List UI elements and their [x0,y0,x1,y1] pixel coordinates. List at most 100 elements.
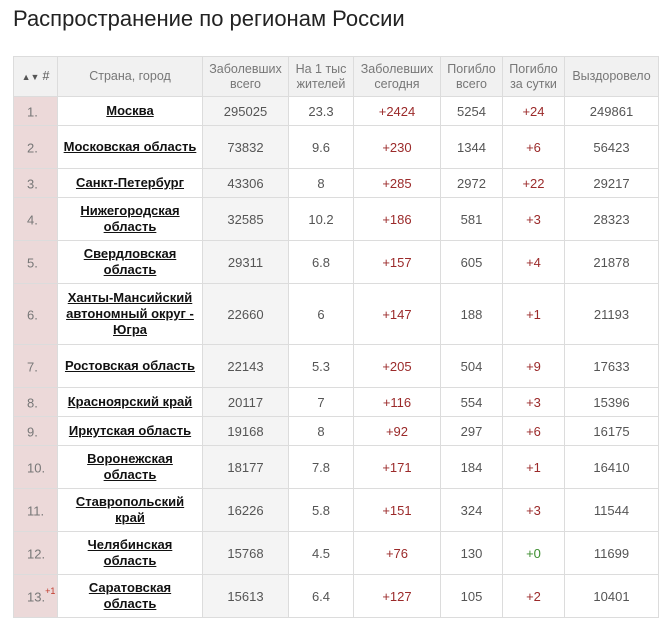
rank-number: 9. [27,424,38,440]
column-header-today[interactable]: Заболевших сегодня [353,56,441,97]
region-cell: Московская область [57,125,203,169]
deaths-day-cell: +3 [502,197,565,241]
rank-number: 11. [27,503,45,519]
region-link[interactable]: Красноярский край [67,394,193,409]
region-link[interactable]: Ставропольский край [75,494,185,525]
today-cell: +116 [353,387,441,417]
region-cell: Свердловская область [57,240,203,284]
cases-cell: 15768 [202,531,289,575]
recovered-cell: 11699 [564,531,659,575]
table-header-row: ▲▼ # Страна, город Заболевших всего На 1 … [13,56,659,97]
today-cell: +285 [353,168,441,198]
table-row: 4. Нижегородская область 32585 10.2 +186 581 +… [13,197,659,241]
cases-cell: 73832 [202,125,289,169]
recovered-cell: 28323 [564,197,659,241]
region-link[interactable]: Ростовская область [64,358,196,373]
region-link[interactable]: Москва [106,103,154,118]
deaths-cell: 297 [440,416,503,446]
deaths-cell: 581 [440,197,503,241]
region-link[interactable]: Свердловская область [83,246,177,277]
table-row: 8. Красноярский край 20117 7 +116 554 +3 15396 [13,387,659,417]
deaths-day-cell: +6 [502,125,565,169]
column-header-cases[interactable]: Заболевших всего [202,56,289,97]
region-link[interactable]: Иркутская область [68,423,192,438]
table-row: 10. Воронежская область 18177 7.8 +171 184 +1 1… [13,445,659,489]
region-cell: Воронежская область [57,445,203,489]
today-cell: +230 [353,125,441,169]
cases-cell: 22660 [202,283,289,345]
rank-cell: 13.+1 [13,574,58,618]
rank-cell: 8. [13,387,58,417]
rank-number: 2. [27,140,38,156]
recovered-cell: 11544 [564,488,659,532]
rank-cell: 11. [13,488,58,532]
per1000-cell: 6.8 [288,240,354,284]
deaths-cell: 554 [440,387,503,417]
deaths-day-cell: +0 [502,531,565,575]
rank-number: 5. [27,255,38,271]
region-link[interactable]: Воронежская область [87,451,173,482]
deaths-cell: 5254 [440,96,503,126]
column-header-deaths[interactable]: Погибло всего [440,56,503,97]
region-link[interactable]: Нижегородская область [80,203,180,234]
deaths-day-cell: +6 [502,416,565,446]
recovered-cell: 16175 [564,416,659,446]
page-title: Распространение по регионам России [13,6,405,31]
column-header-deaths-day[interactable]: Погибло за сутки [502,56,565,97]
region-link[interactable]: Челябинская область [87,537,173,568]
deaths-day-cell: +24 [502,96,565,126]
region-link[interactable]: Саратовская область [88,580,172,611]
region-link[interactable]: Московская область [63,139,197,154]
region-link[interactable]: Ханты-Мансийский автономный округ - Югра [66,290,194,337]
sort-icon[interactable]: ▲▼ [21,71,40,82]
per1000-cell: 8 [288,168,354,198]
per1000-cell: 23.3 [288,96,354,126]
recovered-cell: 17633 [564,344,659,388]
deaths-day-cell: +3 [502,387,565,417]
rank-change-badge: +1 [45,585,56,596]
per1000-cell: 9.6 [288,125,354,169]
cases-cell: 43306 [202,168,289,198]
region-cell: Нижегородская область [57,197,203,241]
column-header-per1000[interactable]: На 1 тыс жителей [288,56,354,97]
table-row: 2. Московская область 73832 9.6 +230 1344 +6 56… [13,125,659,169]
per1000-cell: 8 [288,416,354,446]
today-cell: +151 [353,488,441,532]
region-cell: Иркутская область [57,416,203,446]
rank-cell: 1. [13,96,58,126]
region-cell: Челябинская область [57,531,203,575]
deaths-cell: 184 [440,445,503,489]
rank-number: 6. [27,307,38,323]
region-cell: Ростовская область [57,344,203,388]
deaths-day-cell: +1 [502,445,565,489]
today-cell: +186 [353,197,441,241]
region-link[interactable]: Санкт-Петербург [75,175,185,190]
deaths-cell: 2972 [440,168,503,198]
cases-cell: 22143 [202,344,289,388]
deaths-day-cell: +9 [502,344,565,388]
column-header-recovered[interactable]: Выздоровело [564,56,659,97]
region-cell: Москва [57,96,203,126]
region-cell: Красноярский край [57,387,203,417]
per1000-cell: 5.3 [288,344,354,388]
per1000-cell: 5.8 [288,488,354,532]
today-cell: +127 [353,574,441,618]
deaths-cell: 504 [440,344,503,388]
rank-number: 10. [27,460,46,476]
recovered-cell: 16410 [564,445,659,489]
deaths-cell: 105 [440,574,503,618]
per1000-cell: 6.4 [288,574,354,618]
deaths-cell: 605 [440,240,503,284]
per1000-cell: 7 [288,387,354,417]
rank-cell: 9. [13,416,58,446]
rank-cell: 5. [13,240,58,284]
column-header-region[interactable]: Страна, город [57,56,203,97]
today-cell: +147 [353,283,441,345]
region-cell: Ставропольский край [57,488,203,532]
deaths-day-cell: +2 [502,574,565,618]
today-cell: +92 [353,416,441,446]
today-cell: +76 [353,531,441,575]
table-row: 13.+1 Саратовская область 15613 6.4 +127 105 +… [13,574,659,618]
column-header-rank[interactable]: ▲▼ # [13,56,58,97]
recovered-cell: 10401 [564,574,659,618]
